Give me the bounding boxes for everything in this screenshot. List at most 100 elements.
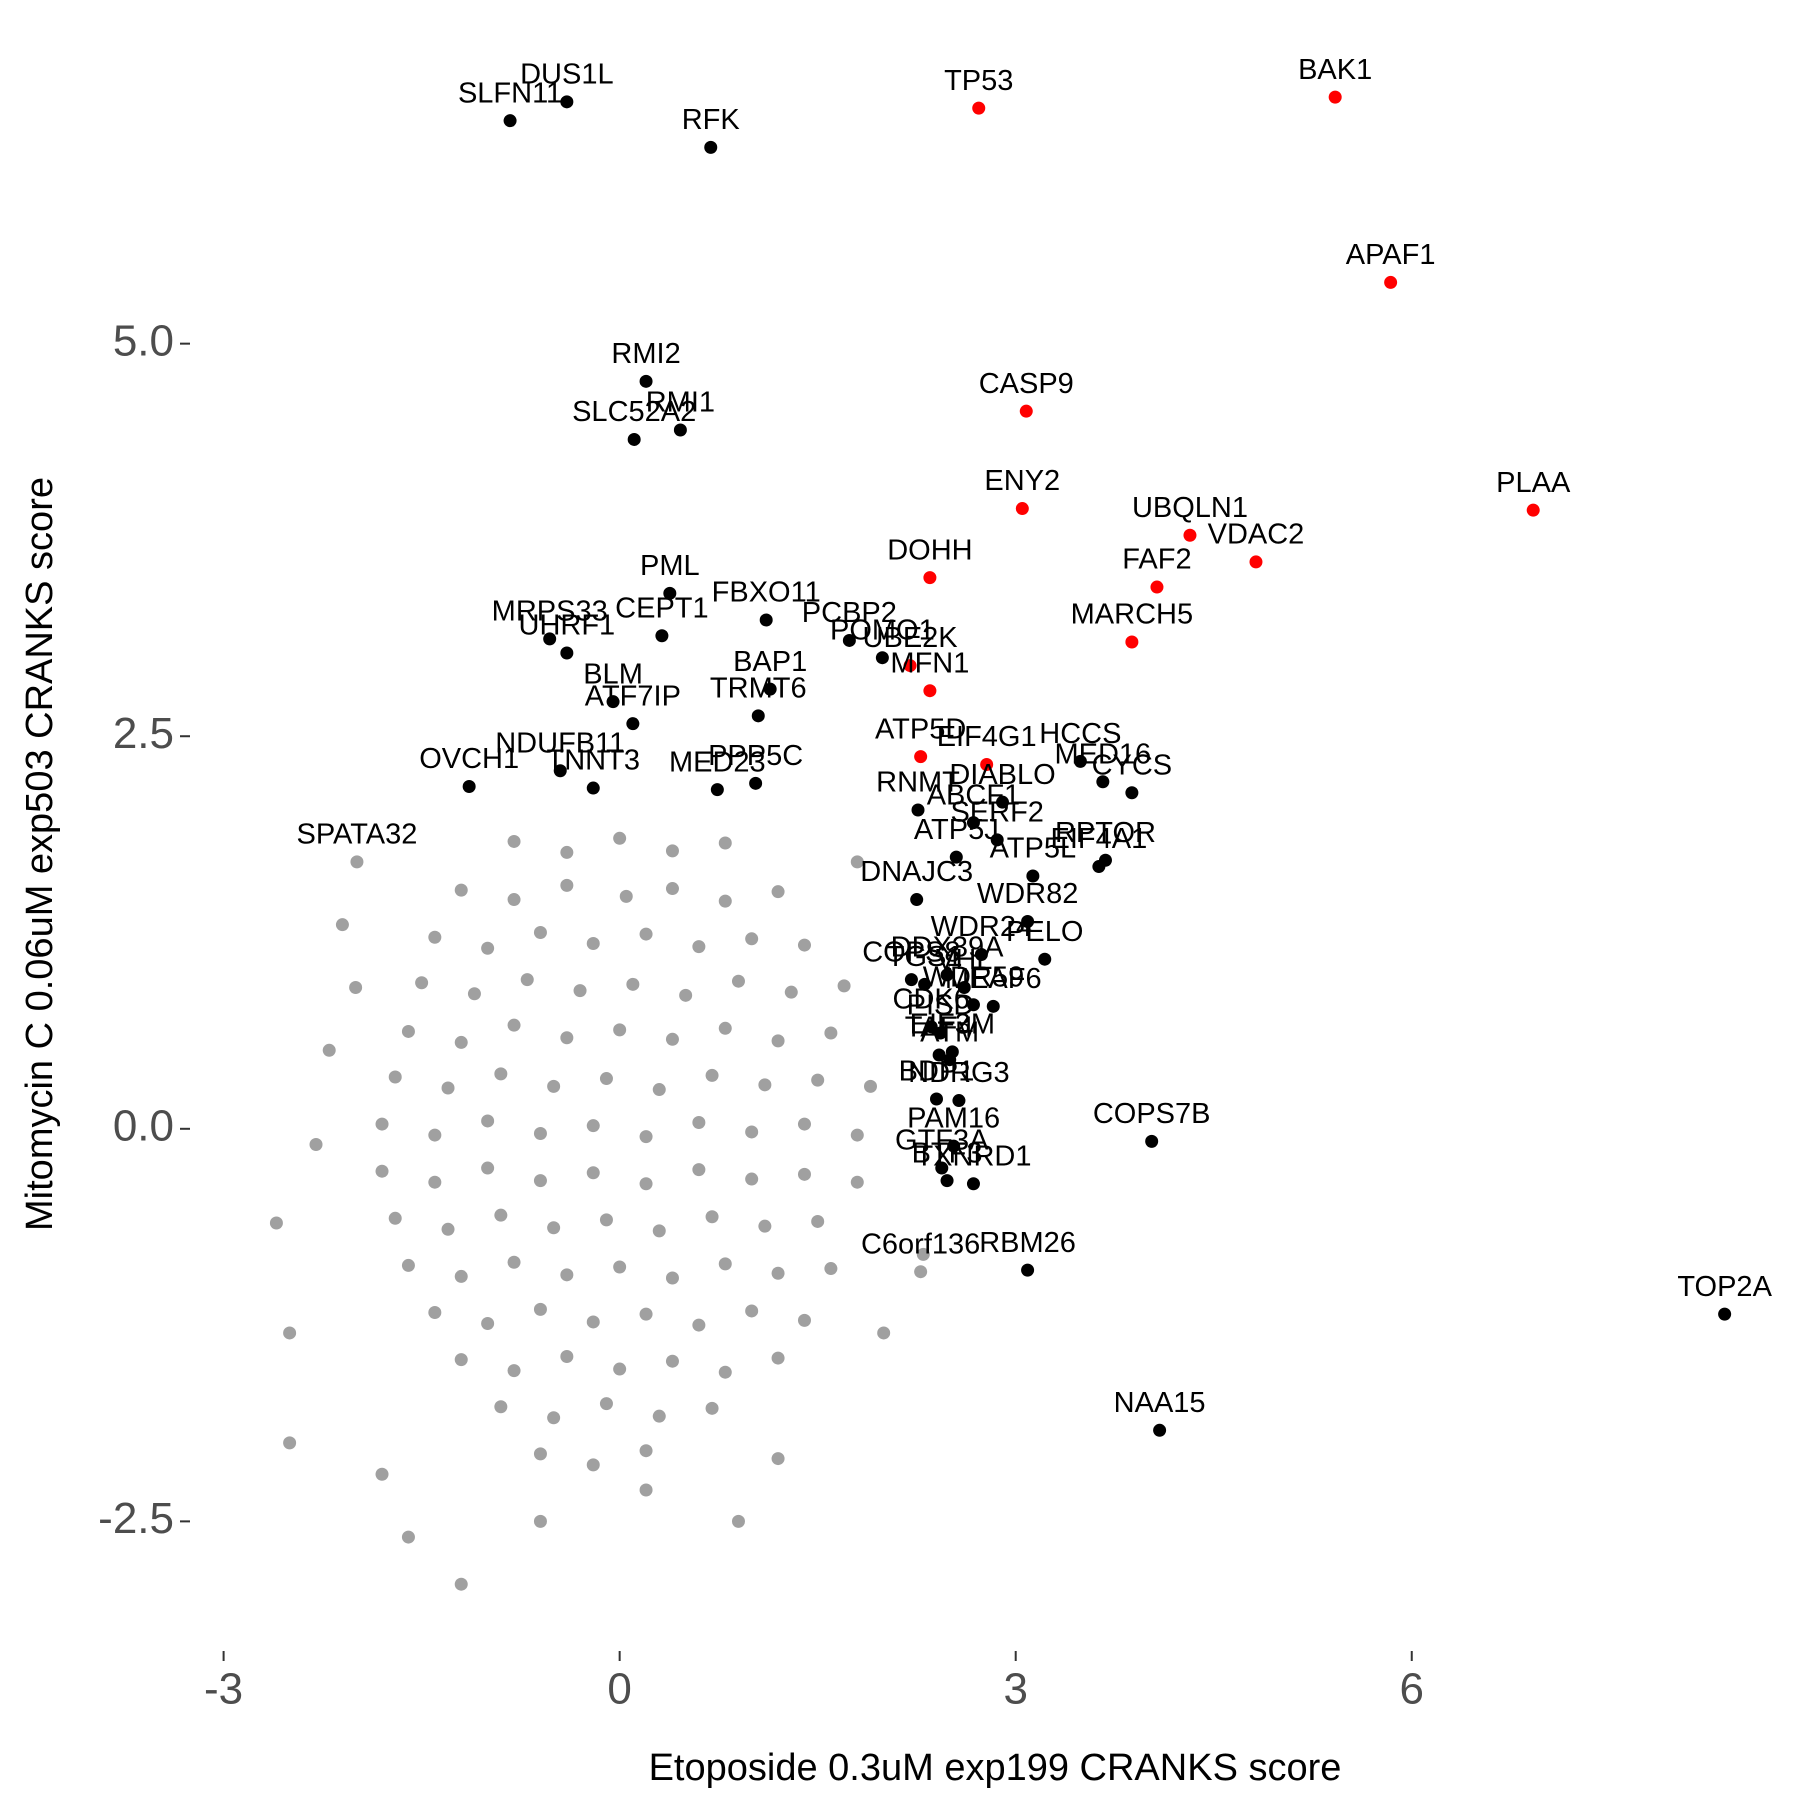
point: [665, 1271, 679, 1285]
point-label: BAK1: [1298, 54, 1372, 86]
point: [639, 1130, 653, 1144]
point: [731, 1514, 745, 1528]
point: [401, 1258, 415, 1272]
point: [655, 629, 669, 643]
point-label: BAP1: [733, 646, 807, 678]
point: [494, 1208, 508, 1222]
point: [1249, 555, 1263, 569]
point: [842, 633, 856, 647]
point: [560, 845, 574, 859]
point: [613, 1260, 627, 1274]
point: [731, 974, 745, 988]
point: [933, 1026, 947, 1040]
point: [940, 968, 954, 982]
point: [1021, 915, 1035, 929]
point: [467, 987, 481, 1001]
x-axis-title: Etoposide 0.3uM exp199 CRANKS score: [649, 1747, 1342, 1789]
point-label: VDAC2: [1208, 519, 1305, 551]
point: [705, 1401, 719, 1415]
point: [401, 1530, 415, 1544]
point: [415, 976, 429, 990]
point: [911, 803, 925, 817]
point: [503, 114, 517, 128]
point: [904, 973, 918, 987]
point: [507, 893, 521, 907]
point-label: UBQLN1: [1132, 492, 1248, 524]
point-label: SERF2: [950, 797, 1043, 829]
point-label: WDR82: [977, 878, 1079, 910]
point: [573, 984, 587, 998]
point: [665, 1354, 679, 1368]
point: [745, 932, 759, 946]
point: [543, 632, 557, 646]
point: [751, 709, 765, 723]
point: [947, 1139, 961, 1153]
point-label: CASP9: [979, 368, 1074, 400]
point: [533, 1127, 547, 1141]
point: [652, 1409, 666, 1423]
point-label: CEPT1: [615, 592, 708, 624]
point: [949, 850, 963, 864]
point: [428, 1175, 442, 1189]
point: [520, 973, 534, 987]
point-label: FBXO11: [712, 577, 821, 609]
point: [758, 1219, 772, 1233]
point: [935, 1161, 949, 1175]
point: [507, 1255, 521, 1269]
point: [1150, 580, 1164, 594]
point: [665, 882, 679, 896]
point: [914, 1265, 928, 1279]
point-label: DUS1L: [520, 58, 614, 90]
point: [454, 1353, 468, 1367]
point: [553, 764, 567, 778]
point-label: NAA15: [1114, 1387, 1206, 1419]
point: [923, 571, 937, 585]
point: [1015, 502, 1029, 516]
point: [718, 894, 732, 908]
point: [586, 781, 600, 795]
point: [388, 1070, 402, 1084]
point: [533, 1514, 547, 1528]
point: [533, 1447, 547, 1461]
point-label: PELO: [1006, 916, 1083, 948]
point: [924, 1020, 938, 1034]
point: [639, 1483, 653, 1497]
point: [1073, 754, 1087, 768]
point-label: RBM26: [979, 1227, 1076, 1259]
point-label: PPP5C: [708, 740, 803, 772]
point-label: OVCH1: [419, 743, 519, 775]
point-label: MARCH5: [1071, 599, 1193, 631]
point: [797, 1313, 811, 1327]
point: [771, 885, 785, 899]
point-label: MED16: [1054, 738, 1151, 770]
point: [586, 1315, 600, 1329]
point-label: PLAA: [1496, 467, 1571, 499]
y-tick-label: 2.5: [113, 709, 174, 758]
point: [454, 1269, 468, 1283]
x-tick-label: -3: [204, 1665, 243, 1714]
point: [599, 1397, 613, 1411]
point-label: DOHH: [887, 534, 972, 566]
point: [1026, 869, 1040, 883]
point: [454, 1577, 468, 1591]
point: [957, 980, 971, 994]
point: [639, 1177, 653, 1191]
point: [996, 795, 1010, 809]
point: [1021, 1263, 1035, 1277]
point: [692, 1318, 706, 1332]
point-label: UHRF1: [519, 610, 616, 642]
point: [560, 95, 574, 109]
point: [547, 1411, 561, 1425]
point-label: RNMT: [876, 767, 960, 799]
point: [850, 855, 864, 869]
point: [797, 938, 811, 952]
point: [923, 684, 937, 698]
point-label: ENY2: [984, 465, 1060, 497]
point: [388, 1211, 402, 1225]
point: [704, 140, 718, 154]
point-label: SLFN11: [458, 77, 562, 109]
point: [784, 985, 798, 999]
point-label: CDK6: [893, 983, 970, 1015]
point: [375, 1117, 389, 1131]
point: [606, 695, 620, 709]
